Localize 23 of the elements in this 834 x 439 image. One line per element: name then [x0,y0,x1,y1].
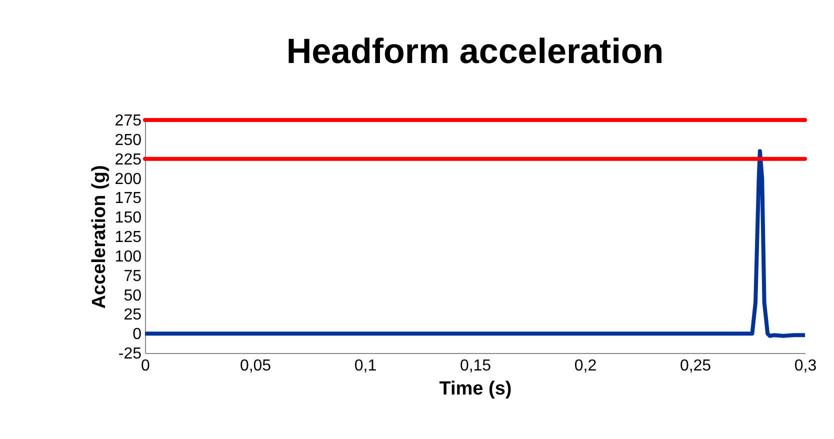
x-axis-title: Time (s) [439,378,512,400]
x-tick-label: 0,3 [794,358,817,374]
x-tick-label: 0,1 [354,358,377,374]
y-tick-label: 200 [114,170,142,188]
y-tick-label: 0 [132,326,142,344]
chart-title: Headform acceleration [286,32,664,71]
line-series [145,149,805,338]
y-tick-label: 275 [114,112,142,130]
y-tick-label: 50 [124,287,142,304]
y-tick-label: 250 [114,132,142,149]
y-axis-title: Acceleration (g) [88,165,110,309]
y-tick-label: 100 [114,248,142,266]
y-tick-label: 75 [124,268,142,285]
y-tick-label: 225 [114,151,142,168]
x-tick-label: 0,15 [460,358,492,374]
x-tick-label: 0,2 [574,358,597,374]
x-tick-label: 0,25 [680,358,712,374]
y-tick-label: -25 [118,346,142,362]
y-tick-label: 175 [114,190,142,208]
y-tick-label: 25 [124,306,142,324]
x-tick-label: 0,05 [240,358,272,374]
y-tick-label: 125 [114,229,142,246]
y-tick-label: 150 [114,210,142,227]
